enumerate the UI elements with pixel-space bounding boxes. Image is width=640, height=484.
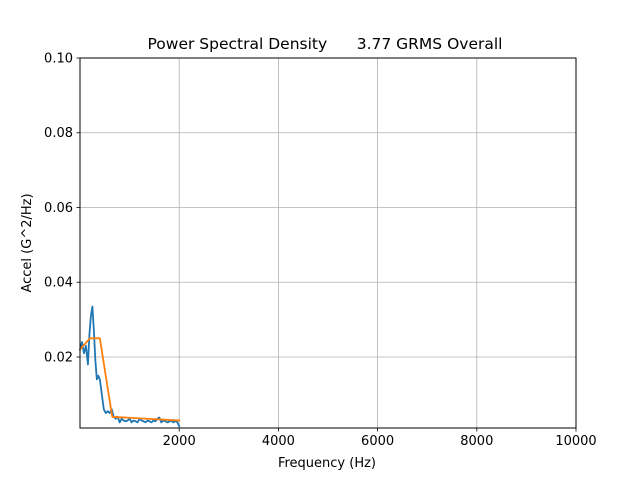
- x-tick-label: 6000: [361, 434, 394, 449]
- y-tick-label: 0.04: [44, 276, 73, 291]
- plot-frame: [79, 57, 577, 429]
- x-tick-label: 8000: [460, 434, 493, 449]
- x-tick-label: 2000: [163, 434, 196, 449]
- x-axis-ticks: 2000 4000 6000 8000 10000: [163, 428, 597, 449]
- data-series: [78, 305, 181, 428]
- series-line-2: [78, 337, 181, 422]
- y-tick-label: 0.02: [44, 350, 73, 365]
- y-tick-label: 0.06: [44, 201, 73, 216]
- y-axis-label: Accel (G^2/Hz): [20, 193, 35, 292]
- y-tick-label: 0.10: [44, 52, 73, 67]
- x-tick-label: 10000: [555, 434, 596, 449]
- x-tick-label: 4000: [262, 434, 295, 449]
- series-line-1: [78, 305, 181, 428]
- chart-title: Power Spectral Density 3.77 GRMS Overall: [148, 35, 503, 53]
- x-axis-label: Frequency (Hz): [278, 456, 376, 471]
- y-tick-label: 0.08: [44, 126, 73, 141]
- y-axis-ticks: 0.02 0.04 0.06 0.08 0.10: [44, 52, 80, 365]
